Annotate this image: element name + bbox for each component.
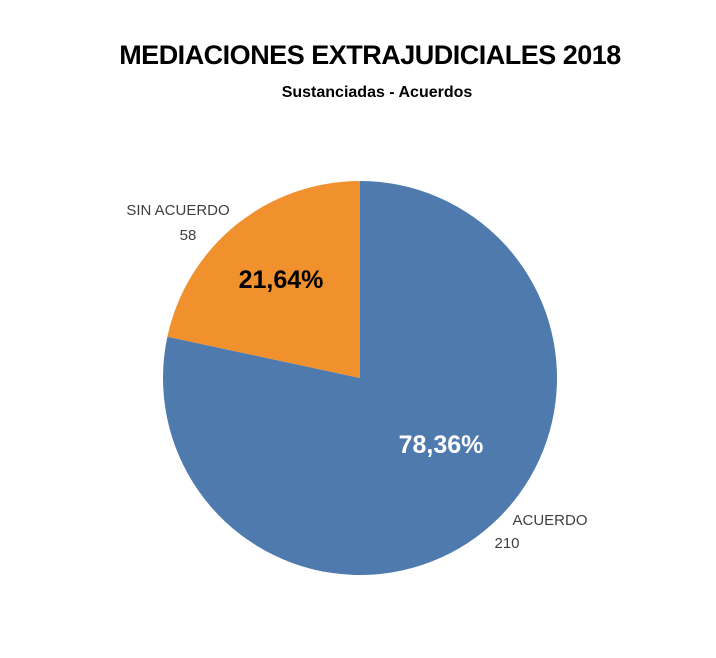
chart-subtitle: Sustanciadas - Acuerdos [281,84,473,101]
label-acuerdo-value: 210 [494,535,520,552]
pie-chart [163,181,558,575]
chart-title: MEDIACIONES EXTRAJUDICIALES 2018 [119,40,621,70]
pie-slice-sin-acuerdo [167,181,360,378]
label-sin-acuerdo-percent: 21,64% [238,266,324,294]
label-sin-acuerdo-value: 58 [179,227,197,244]
label-sin-acuerdo-category: SIN ACUERDO [126,202,230,219]
label-acuerdo-category: ACUERDO [512,512,588,529]
label-acuerdo-percent: 78,36% [398,431,484,459]
pie-slice-acuerdo [163,181,558,575]
